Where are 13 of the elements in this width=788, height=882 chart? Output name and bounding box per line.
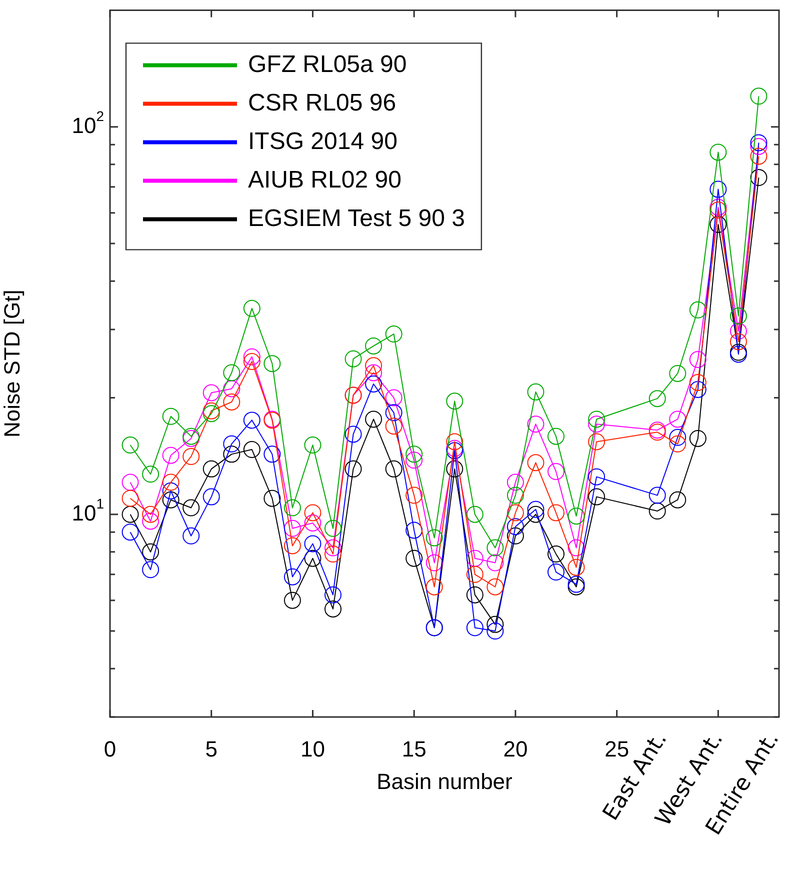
x-tick-label: 25 — [604, 736, 630, 762]
legend-label: CSR RL05 96 — [248, 89, 396, 116]
legend-label: GFZ RL05a 90 — [248, 50, 407, 78]
legend-label: ITSG 2014 90 — [248, 128, 398, 155]
legend-label: AIUB RL02 90 — [248, 166, 402, 194]
x-tick-label: 20 — [503, 736, 528, 762]
legend-label: EGSIEM Test 5 90 3 — [248, 204, 465, 232]
x-tick-label: 15 — [402, 736, 426, 762]
y-axis-title: Noise STD [Gt] — [0, 290, 24, 438]
x-axis-title: Basin number — [376, 769, 512, 794]
x-tick-label: 0 — [104, 736, 116, 762]
x-tick-label: 5 — [205, 736, 218, 762]
x-tick-label: 10 — [300, 736, 325, 762]
